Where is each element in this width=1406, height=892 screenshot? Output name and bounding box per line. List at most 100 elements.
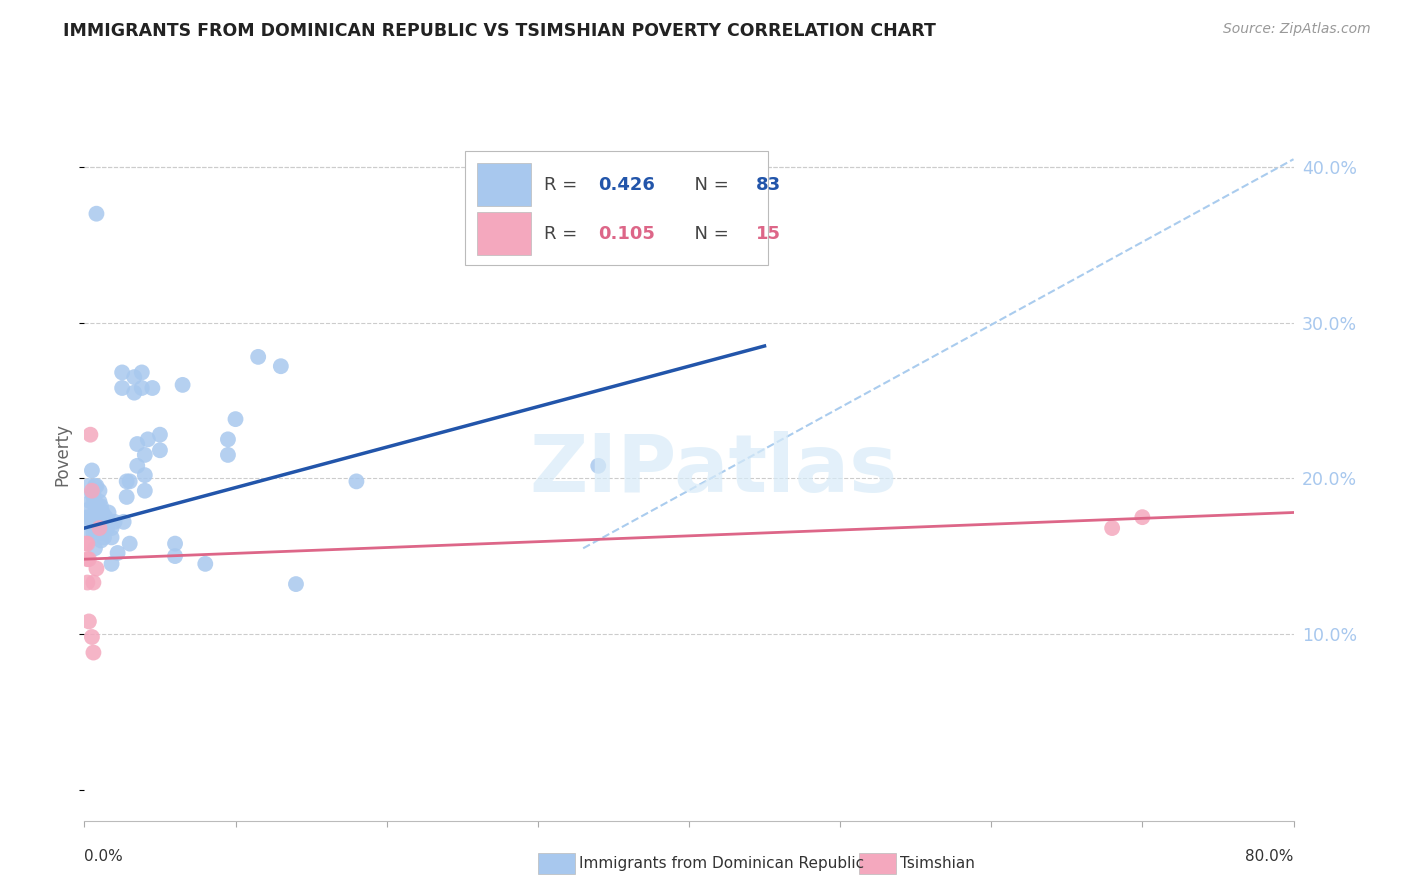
Point — [131, 366, 153, 380]
Point — [87, 500, 110, 514]
Point — [77, 615, 100, 629]
Point — [134, 483, 156, 498]
Point — [149, 427, 172, 442]
Text: 0.105: 0.105 — [599, 225, 655, 243]
Point — [79, 510, 101, 524]
Point — [112, 515, 135, 529]
Point — [86, 561, 108, 575]
Text: R =: R = — [544, 176, 583, 194]
Point — [247, 350, 270, 364]
Point — [82, 646, 104, 660]
Point — [90, 500, 112, 514]
Point — [270, 359, 292, 374]
Text: Source: ZipAtlas.com: Source: ZipAtlas.com — [1223, 22, 1371, 37]
FancyBboxPatch shape — [478, 212, 530, 255]
Point — [77, 552, 100, 566]
Point — [89, 525, 111, 540]
Point — [97, 515, 120, 529]
Text: 0.0%: 0.0% — [84, 848, 124, 863]
Point — [172, 377, 194, 392]
Text: N =: N = — [683, 225, 734, 243]
Point — [165, 549, 187, 563]
Text: 80.0%: 80.0% — [1246, 848, 1294, 863]
Point — [131, 381, 153, 395]
Text: IMMIGRANTS FROM DOMINICAN REPUBLIC VS TSIMSHIAN POVERTY CORRELATION CHART: IMMIGRANTS FROM DOMINICAN REPUBLIC VS TS… — [63, 22, 936, 40]
Point — [80, 518, 103, 533]
Point — [115, 475, 138, 489]
Point — [127, 437, 149, 451]
Point — [79, 494, 101, 508]
Point — [165, 536, 187, 550]
Point — [134, 448, 156, 462]
Point — [79, 525, 101, 540]
Text: Immigrants from Dominican Republic: Immigrants from Dominican Republic — [579, 856, 865, 871]
Point — [100, 530, 122, 544]
Point — [127, 458, 149, 473]
Point — [84, 518, 107, 533]
Point — [84, 510, 107, 524]
Point — [100, 557, 122, 571]
Point — [80, 463, 103, 477]
Point — [217, 433, 239, 447]
Point — [134, 468, 156, 483]
Text: R =: R = — [544, 225, 583, 243]
Text: Tsimshian: Tsimshian — [900, 856, 974, 871]
Point — [111, 381, 134, 395]
Point — [86, 479, 108, 493]
FancyBboxPatch shape — [478, 163, 530, 206]
Point — [285, 577, 308, 591]
Point — [80, 510, 103, 524]
Point — [80, 630, 103, 644]
Point — [122, 385, 145, 400]
Point — [104, 515, 127, 529]
Point — [82, 525, 104, 540]
Point — [90, 533, 112, 548]
Point — [89, 483, 111, 498]
Point — [86, 525, 108, 540]
Point — [86, 207, 108, 221]
Point — [111, 366, 134, 380]
Point — [76, 536, 98, 550]
Point — [588, 458, 610, 473]
Point — [87, 506, 110, 520]
Point — [118, 536, 141, 550]
Y-axis label: Poverty: Poverty — [53, 424, 72, 486]
Point — [77, 502, 100, 516]
Point — [84, 541, 107, 556]
Point — [82, 487, 104, 501]
Point — [82, 575, 104, 590]
Point — [149, 443, 172, 458]
Point — [76, 552, 98, 566]
Point — [91, 515, 114, 529]
Point — [82, 510, 104, 524]
Point — [76, 510, 98, 524]
Text: N =: N = — [683, 176, 734, 194]
Point — [86, 518, 108, 533]
Point — [94, 510, 117, 524]
Point — [93, 530, 115, 544]
Point — [80, 483, 103, 498]
Point — [86, 502, 108, 516]
Point — [1130, 510, 1153, 524]
Point — [225, 412, 247, 426]
Point — [194, 557, 217, 571]
Point — [97, 506, 120, 520]
Point — [82, 494, 104, 508]
Point — [118, 475, 141, 489]
Point — [1101, 521, 1123, 535]
Point — [217, 448, 239, 462]
Point — [89, 494, 111, 508]
Text: ZIPatlas: ZIPatlas — [529, 431, 897, 508]
Point — [91, 525, 114, 540]
Point — [93, 515, 115, 529]
Text: 83: 83 — [755, 176, 780, 194]
Point — [76, 575, 98, 590]
Point — [136, 433, 159, 447]
Point — [89, 518, 111, 533]
Point — [89, 521, 111, 535]
Point — [346, 475, 368, 489]
Point — [91, 506, 114, 520]
Point — [94, 521, 117, 535]
Point — [84, 479, 107, 493]
Point — [79, 427, 101, 442]
